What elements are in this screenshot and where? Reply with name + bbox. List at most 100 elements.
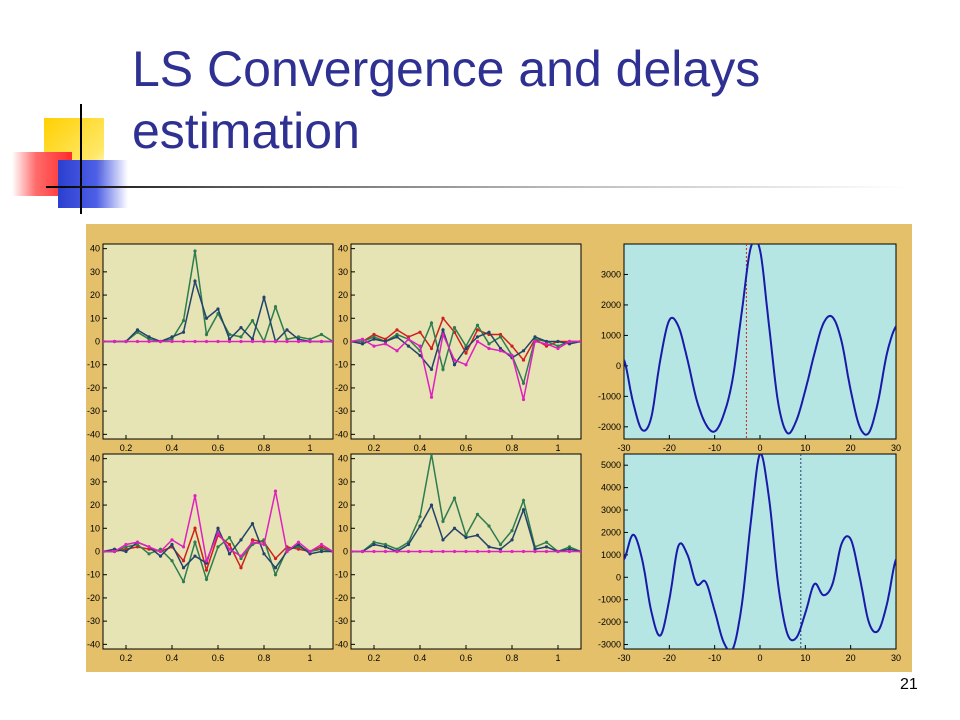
plot-top-middle-series-0-point <box>395 328 399 332</box>
plot-top-right-background <box>623 243 897 440</box>
plot-top-middle-ytick-label: 10 <box>338 313 348 323</box>
plot-top-left-series-2-point <box>158 339 163 344</box>
plot-top-left-series-2-point <box>135 339 140 344</box>
plot-bottom-right-ytick-label: -3000 <box>598 640 621 650</box>
plot-bottom-right-xtick-label: -30 <box>617 653 630 663</box>
plot-bottom-left-series-2-point <box>193 554 197 558</box>
plot-bottom-left-series-3-point <box>308 549 312 554</box>
plot-top-left-series-0-point <box>204 332 209 337</box>
plot-bottom-middle-series-2-point <box>351 549 353 554</box>
plot-top-left-series-2-point <box>103 339 105 344</box>
plot-bottom-middle-series-0-point <box>441 519 445 523</box>
plot-bottom-middle-series-1-point <box>383 545 388 549</box>
plot-top-left-ytick-label: -40 <box>87 429 100 439</box>
plot-bottom-middle-series-0-point <box>521 498 526 503</box>
plot-bottom-left-background <box>102 453 334 650</box>
plot-top-middle-series-0-point <box>418 330 422 334</box>
plot-top-left-ytick-label: -10 <box>87 360 100 370</box>
plot-bottom-middle-series-2-point <box>579 549 581 554</box>
plot-top-left-ytick-label: -30 <box>87 406 100 416</box>
plot-bottom-right-ytick-label: 3000 <box>601 505 621 515</box>
plot-bottom-middle-series-0-point <box>510 529 514 533</box>
plot-top-middle-series-0-point <box>406 335 411 339</box>
plot-bottom-left-series-2-point <box>124 549 128 554</box>
plot-top-left-ytick-label: 40 <box>90 244 100 254</box>
plot-top-left-series-1-point <box>227 337 232 341</box>
plot-bottom-left-series-3-point <box>331 549 333 554</box>
plot-bottom-left-series-3-point <box>193 494 197 498</box>
plot-top-middle-series-3-point <box>360 337 365 341</box>
plot-bottom-middle-series-2-point <box>406 549 411 554</box>
plot-bottom-middle-series-1-point <box>510 538 514 542</box>
plot-bottom-middle-series-2-point <box>533 549 537 554</box>
plot-bottom-left-series-2-point <box>170 542 174 547</box>
plot-bottom-middle-xtick-label: 0.8 <box>506 653 519 663</box>
plot-bottom-left-series-3-point <box>216 531 220 535</box>
plot-top-middle-series-0-point <box>475 328 480 332</box>
plot-bottom-right-ytick-label: -2000 <box>598 617 621 627</box>
plot-bottom-middle-ytick-label: 40 <box>338 454 348 464</box>
plot-top-left-series-0-point <box>308 337 312 341</box>
plot-bottom-left-series-1-point <box>204 577 209 581</box>
plot-top-middle-series-0-point <box>464 351 468 355</box>
plot-top-left-series-2-point <box>273 339 278 344</box>
plot-bottom-left-ytick-label: 20 <box>90 500 100 510</box>
plot-bottom-left-series-3-point <box>112 549 117 554</box>
plot-bottom-middle-series-2-point <box>383 549 388 554</box>
plot-bottom-left-series-3-point <box>181 545 186 549</box>
plot-bottom-left-series-0-point <box>273 556 278 561</box>
plot-bottom-middle-series-2-point <box>464 549 468 554</box>
plot-bottom-left-series-3-point <box>158 549 163 554</box>
plot-top-right-xtick-label: 0 <box>757 443 762 453</box>
plot-top-middle-background <box>350 243 582 440</box>
plot-top-middle-series-2-point <box>429 367 434 371</box>
plot-bottom-left-series-3-point <box>170 538 174 542</box>
plot-top-left-series-2-point <box>296 339 301 344</box>
plot-top-middle-series-2-point <box>360 342 365 346</box>
plot-bottom-left-series-1-point <box>193 540 197 544</box>
plot-bottom-middle-series-2-point <box>498 549 503 554</box>
plot-bottom-middle-ytick-label: 30 <box>338 477 348 487</box>
plot-top-left-series-0-point <box>147 337 151 341</box>
deco-vertical-line <box>80 104 82 214</box>
plot-top-middle-ytick-label: 30 <box>338 267 348 277</box>
plot-top-middle-series-2-point <box>533 335 537 339</box>
plot-bottom-left-series-1-point <box>216 545 220 549</box>
plot-top-middle-series-3-point <box>556 346 560 351</box>
plot-bottom-middle-series-1-point <box>464 535 468 540</box>
plot-top-right-ytick-label: 3000 <box>601 269 621 279</box>
plot-bottom-left-series-1-point <box>273 573 278 577</box>
plot-top-middle-series-2-point <box>475 335 480 339</box>
plot-top-middle-series-3-point <box>441 332 445 337</box>
plot-bottom-right-xtick-label: -20 <box>663 653 676 663</box>
plot-top-middle-series-3-point <box>429 395 434 399</box>
plot-top-middle-series-1-point <box>395 332 399 337</box>
plot-top-middle-ytick-label: -40 <box>335 429 348 439</box>
plot-bottom-middle-series-2-point <box>452 549 457 554</box>
plot-top-middle-series-2-point <box>395 335 399 339</box>
plot-bottom-left-series-3-point <box>204 559 209 563</box>
plot-bottom-left-series-2-point <box>262 552 266 556</box>
plot-top-middle-series-3-point <box>475 339 480 344</box>
plot-top-middle-series-2-point <box>383 339 388 344</box>
plot-top-left-ytick-label: 10 <box>90 313 100 323</box>
plot-bottom-left-series-0-point <box>181 559 186 563</box>
plot-bottom-middle-series-1-point <box>441 538 445 542</box>
plot-bottom-left-series-0-point <box>227 542 232 547</box>
plot-top-middle-series-3-point <box>544 342 549 346</box>
plot-bottom-left-series-0-point <box>296 547 301 551</box>
plot-top-middle-series-0-point <box>383 337 388 341</box>
plot-top-right-xtick-label: 10 <box>800 443 810 453</box>
plot-bottom-left-series-3-point <box>103 549 105 554</box>
plot-bottom-left-ytick-label: 0 <box>95 547 100 557</box>
plot-top-left-series-2-point <box>285 339 289 344</box>
plot-bottom-right-ytick-label: -1000 <box>598 595 621 605</box>
plot-top-left-series-1-point <box>147 335 151 339</box>
plot-bottom-left-series-2-point <box>216 526 220 530</box>
plot-top-middle-series-2-point <box>418 353 422 358</box>
deco-horizontal-line <box>46 186 906 188</box>
plot-top-middle-xtick-label: 0.4 <box>414 443 427 453</box>
plot-top-middle-series-2-point <box>498 346 503 351</box>
plot-top-middle-series-3-point <box>567 339 572 344</box>
